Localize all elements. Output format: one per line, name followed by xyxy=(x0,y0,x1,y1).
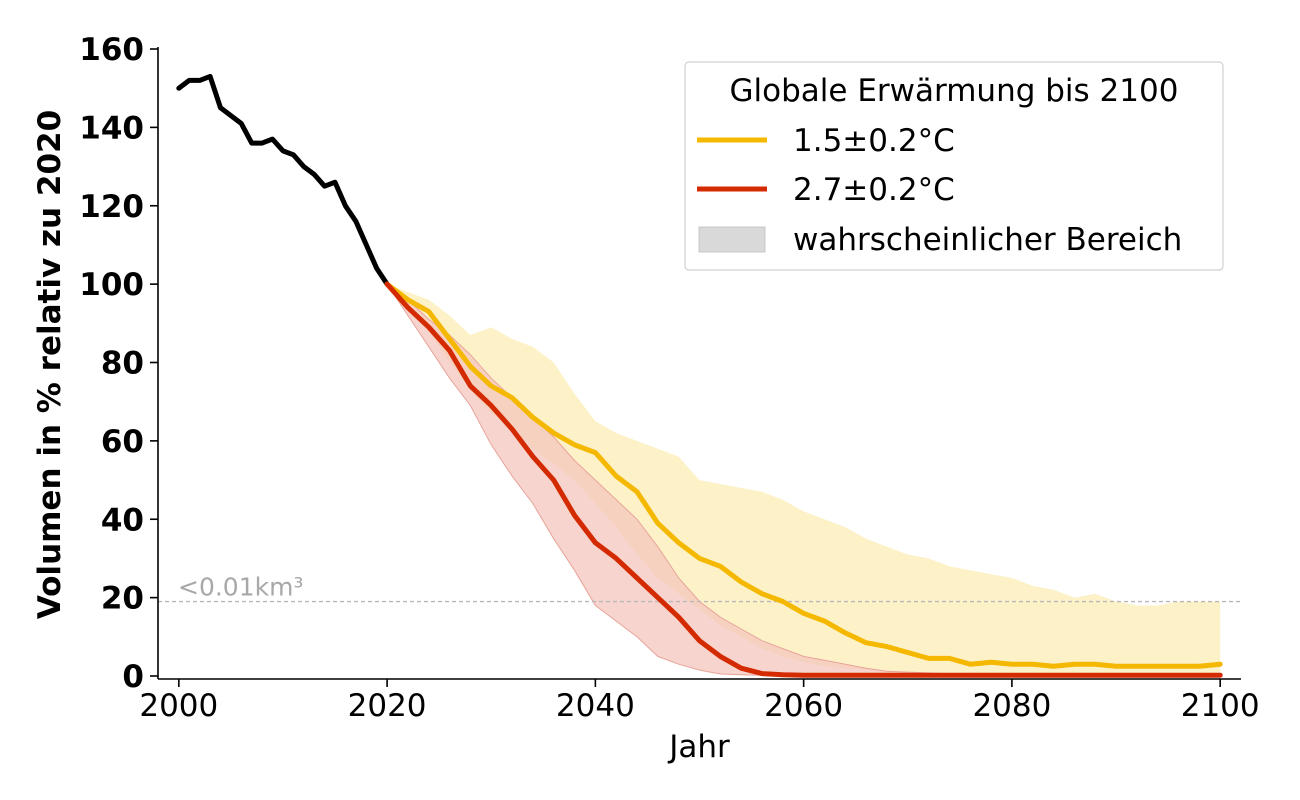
series-lines xyxy=(176,73,1223,678)
legend-swatch-range-patch xyxy=(698,226,766,253)
line-2-7c xyxy=(384,281,1223,678)
x-tick-label: 2100 xyxy=(1181,688,1260,724)
line-1-5c xyxy=(384,281,1223,669)
reference-label: <0.01km³ xyxy=(178,573,303,602)
y-tick-label: 40 xyxy=(101,502,144,538)
legend-frame xyxy=(684,61,1224,271)
x-tick-label: 2080 xyxy=(972,688,1051,724)
y-tick-label: 0 xyxy=(122,659,144,695)
line-historical xyxy=(176,73,390,287)
y-tick-label: 60 xyxy=(101,424,144,460)
y-tick-label: 120 xyxy=(79,189,144,225)
y-tick-label: 100 xyxy=(79,267,144,303)
x-axis-title: Jahr xyxy=(667,729,730,765)
legend-title: Globale Erwärmung bis 2100 xyxy=(730,73,1179,109)
legend-label-2-7c: 2.7±0.2°C xyxy=(793,172,955,208)
y-tick-label: 140 xyxy=(79,110,144,146)
y-ticks: 0 20 40 60 80 100 120 140 160 xyxy=(79,32,158,695)
uncertainty-bands xyxy=(386,283,1221,677)
legend: Globale Erwärmung bis 2100 1.5±0.2°C 2.7… xyxy=(684,61,1224,271)
y-axis-title: Volumen in % relativ zu 2020 xyxy=(32,110,68,619)
x-tick-label: 2020 xyxy=(348,688,427,724)
x-tick-label: 2040 xyxy=(556,688,635,724)
y-tick-label: 80 xyxy=(101,346,144,382)
x-tick-label: 2060 xyxy=(764,688,843,724)
y-tick-label: 160 xyxy=(79,32,144,68)
y-tick-label: 20 xyxy=(101,581,144,617)
band-1-5c xyxy=(387,284,1221,675)
x-ticks: 2000 2020 2040 2060 2080 2100 xyxy=(139,679,1260,724)
legend-label-likely-range: wahrscheinlicher Bereich xyxy=(793,222,1182,258)
x-tick-label: 2000 xyxy=(139,688,218,724)
legend-label-1-5c: 1.5±0.2°C xyxy=(793,123,955,159)
reference-threshold: <0.01km³ xyxy=(158,573,1241,603)
